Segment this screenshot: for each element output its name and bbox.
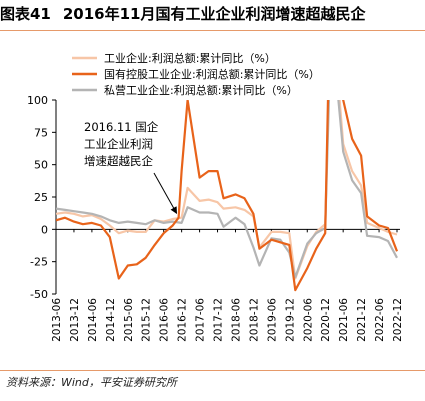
annotation-line: 工业企业利润 [84, 137, 153, 151]
x-tick-label: 2016-12 [177, 298, 189, 342]
x-tick-label: 2014-12 [105, 298, 117, 342]
x-tick-label: 2018-12 [248, 298, 260, 342]
x-tick-label: 2017-06 [195, 298, 207, 342]
series-line-industrial [56, 100, 398, 280]
x-axis: 2013-06 2013-12 2014-06 2014-12 2015-06 2015-… [51, 228, 404, 342]
y-tick-label: 100 [27, 94, 48, 107]
x-tick-label: 2022-12 [392, 298, 404, 342]
series-line-state [56, 100, 399, 292]
annotation-line: 增速超越民企 [84, 154, 153, 168]
annotation-arrow [153, 172, 178, 215]
source-divider [0, 370, 425, 371]
x-tick-label: 2022-06 [374, 298, 386, 342]
legend-label-state: 国有控股工业企业:利润总额:累计同比（%） [104, 67, 320, 81]
x-tick-label: 2014-06 [87, 298, 99, 342]
x-tick-label: 2016-06 [159, 298, 171, 342]
y-axis: -50 -25 0 25 50 75 100 [27, 94, 57, 301]
x-tick-label: 2019-12 [284, 298, 296, 342]
x-tick-label: 2018-06 [230, 298, 242, 342]
y-tick-label: 50 [34, 159, 48, 172]
figure-header: 图表41 2016年11月国有工业企业利润增速超越民企 [0, 0, 425, 30]
y-tick-label: 25 [34, 191, 48, 204]
x-tick-label: 2020-06 [302, 298, 314, 342]
figure-number: 图表41 [0, 5, 51, 23]
source-note: 资料来源：Wind，平安证券研究所 [6, 376, 177, 389]
title-divider [0, 30, 425, 31]
series-layer [56, 100, 399, 292]
figure-title-text: 2016年11月国有工业企业利润增速超越民企 [62, 5, 366, 23]
x-tick-label: 2015-06 [123, 298, 135, 342]
y-tick-label: -50 [30, 288, 48, 301]
x-tick-label: 2020-12 [320, 298, 332, 342]
legend: 工业企业:利润总额:累计同比（%） 国有控股工业企业:利润总额:累计同比（%） 私营… [72, 51, 320, 97]
legend-label-private: 私营工业企业:利润总额:累计同比（%） [104, 83, 298, 97]
x-tick-label: 2017-12 [213, 298, 225, 342]
figure-title: 图表41 2016年11月国有工业企业利润增速超越民企 [0, 2, 425, 26]
x-tick-label: 2019-06 [266, 298, 278, 342]
x-tick-label: 2021-12 [356, 298, 368, 342]
series-line-private [56, 100, 398, 279]
x-tick-label: 2013-12 [69, 298, 81, 342]
legend-label-industrial: 工业企业:利润总额:累计同比（%） [104, 51, 276, 65]
x-tick-label: 2021-06 [338, 298, 350, 342]
y-tick-label: 0 [41, 223, 48, 236]
y-tick-label: -25 [30, 256, 48, 269]
y-tick-label: 75 [34, 126, 48, 139]
annotation-line: 2016.11 国企 [84, 120, 159, 134]
x-tick-label: 2015-12 [141, 298, 153, 342]
x-tick-label: 2013-06 [51, 298, 63, 342]
